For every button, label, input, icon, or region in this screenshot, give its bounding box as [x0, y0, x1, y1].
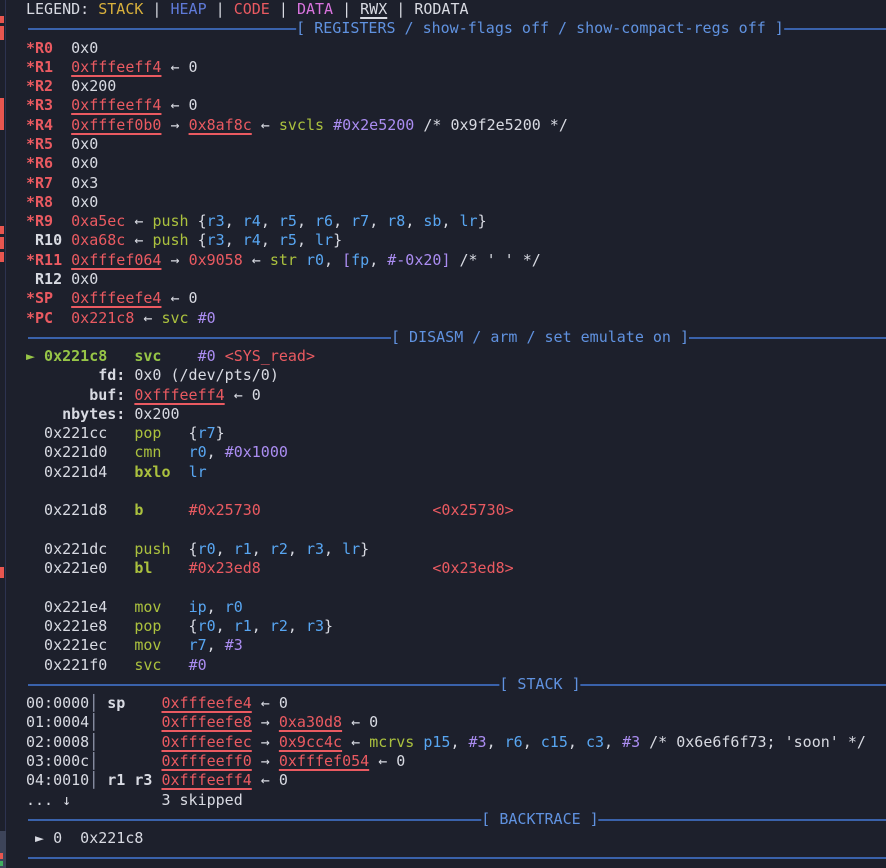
gutter-marker-green [0, 861, 3, 866]
stack-line-03: 03:000c│ 0xfffeeff0 → 0xfffef054 ← 0 [26, 751, 406, 770]
separator-rule [28, 818, 886, 821]
disasm-line-0x221f0: 0x221f0 svc #0 [26, 655, 207, 674]
stack-line-01: 01:0004│ 0xfffeefe8 → 0xa30d8 ← 0 [26, 713, 379, 732]
terminal-content: LEGEND: STACK | HEAP | CODE | DATA | RWX… [26, 0, 886, 868]
gutter-marker [0, 853, 3, 859]
syscall-arg-nbytes-line: nbytes: 0x200 [26, 404, 180, 423]
reg-r0-line: *R0 0x0 [26, 38, 99, 57]
reg-r7-line: *R7 0x3 [26, 173, 99, 192]
disasm-blank-3 [26, 578, 886, 597]
disasm-line-0x221dc: 0x221dc push {r0, r1, r2, r3, lr} [26, 539, 370, 558]
disasm-current-line: ► 0x221c8 svc #0 <SYS_read> [26, 347, 315, 366]
disasm-line-0x221cc: 0x221cc pop {r7} [26, 424, 225, 443]
legend-line: LEGEND: STACK | HEAP | CODE | DATA | RWX… [26, 0, 469, 18]
syscall-arg-buf-line: buf: 0xfffeeff4 ← 0 [26, 385, 261, 404]
gutter-marker [0, 16, 4, 23]
gutter-marker [0, 567, 4, 578]
separator-rule [28, 683, 886, 686]
reg-r4-line: *R4 0xfffef0b0 → 0x8af8c ← svcls #0x2e52… [26, 115, 568, 134]
scrollbar-thumb[interactable] [0, 831, 6, 868]
reg-r2-line: *R2 0x200 [26, 77, 117, 96]
syscall-arg-fd-line: fd: 0x0 (/dev/pts/0) [26, 366, 279, 385]
gutter-marker [0, 26, 4, 40]
stack-skipped-line: ... ↓ 3 skipped [26, 790, 243, 809]
stack-line-00: 00:0000│ sp 0xfffeefe4 ← 0 [26, 694, 288, 713]
separator-label: [ DISASM / arm / set emulate on ] [390, 327, 690, 348]
disasm-separator: [ DISASM / arm / set emulate on ] [26, 327, 886, 348]
disasm-line-0x221d8: 0x221d8 b #0x25730 <0x25730> [26, 501, 514, 520]
reg-r1-line: *R1 0xfffeeff4 ← 0 [26, 57, 198, 76]
reg-r12-line: R12 0x0 [26, 269, 99, 288]
stack-line-02: 02:0008│ 0xfffeefec → 0x9cc4c ← mcrvs p1… [26, 732, 866, 751]
reg-r5-line: *R5 0x0 [26, 134, 99, 153]
reg-r9-line: *R9 0xa5ec ← push {r3, r4, r5, r6, r7, r… [26, 212, 487, 231]
separator-label: [ BACKTRACE ] [481, 809, 599, 830]
separator-label: [ REGISTERS / show-flags off / show-comp… [296, 19, 784, 39]
disasm-line-0x221ec: 0x221ec mov r7, #3 [26, 636, 243, 655]
reg-r8-line: *R8 0x0 [26, 192, 99, 211]
disasm-line-0x221d4: 0x221d4 bxlo lr [26, 462, 207, 481]
stack-separator: [ STACK ] [26, 674, 886, 695]
disasm-line-0x221e8: 0x221e8 pop {r0, r1, r2, r3} [26, 617, 334, 635]
separator-rule [28, 857, 886, 860]
disasm-line-0x221e4: 0x221e4 mov ip, r0 [26, 597, 243, 616]
gutter-marker [0, 226, 4, 234]
reg-r11-line: *R11 0xfffef064 → 0x9058 ← str r0, [fp, … [26, 250, 541, 269]
disasm-line-0x221e0: 0x221e0 bl #0x23ed8 <0x23ed8> [26, 559, 514, 578]
registers-separator: [ REGISTERS / show-flags off / show-comp… [26, 19, 886, 39]
reg-pc-line: *PC 0x221c8 ← svc #0 [26, 308, 216, 327]
disasm-blank-2 [26, 521, 886, 540]
disasm-line-0x221d0: 0x221d0 cmn r0, #0x1000 [26, 443, 288, 462]
gutter-marker [0, 98, 4, 130]
stack-line-04: 04:0010│ r1 r3 0xfffeeff4 ← 0 [26, 771, 288, 790]
backtrace-separator: [ BACKTRACE ] [26, 809, 886, 830]
bottom-rule [26, 848, 886, 867]
separator-label: [ STACK ] [499, 674, 581, 695]
reg-r3-line: *R3 0xfffeeff4 ← 0 [26, 96, 198, 115]
gutter-marker [0, 237, 4, 249]
disasm-blank-1 [26, 482, 886, 501]
backtrace-frame-0-line: ► 0 0x221c8 [26, 829, 144, 848]
reg-r10-line: R10 0xa68c ← push {r3, r4, r5, lr} [26, 231, 343, 250]
reg-r6-line: *R6 0x0 [26, 154, 99, 173]
gutter-marker [0, 252, 4, 262]
gutter-divider [5, 0, 6, 868]
reg-sp-line: *SP 0xfffeefe4 ← 0 [26, 289, 198, 308]
